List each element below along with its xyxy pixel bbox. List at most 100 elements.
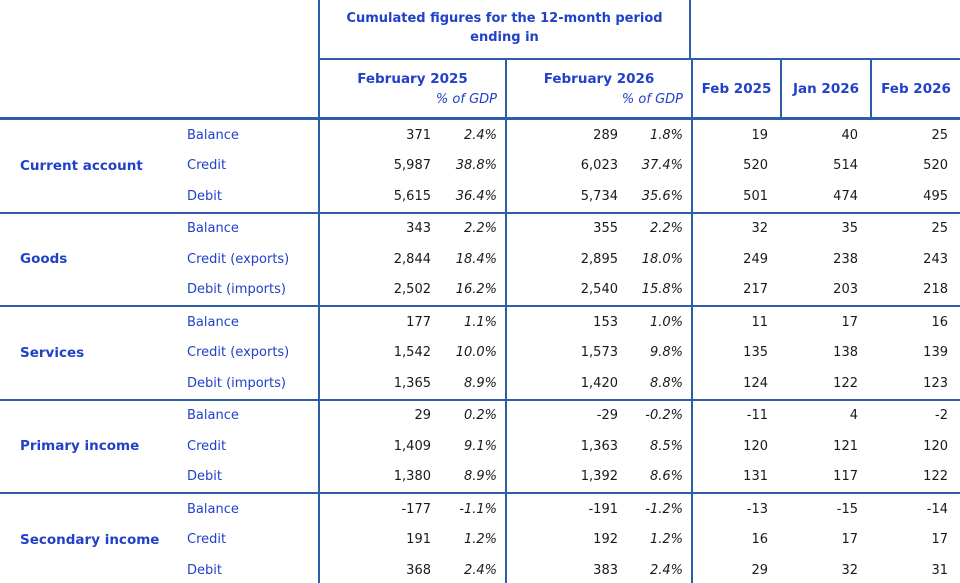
cum-feb2025-pct-gdp: 8.9%	[463, 469, 497, 485]
month-jan2026-value: 117	[833, 469, 858, 485]
month-jan2026-value: 122	[833, 375, 858, 391]
cumulated-figures-header: Cumulated figures for the 12-month perio…	[318, 0, 691, 60]
row-label: Credit (exports)	[187, 345, 290, 361]
group-label: Secondary income	[20, 531, 160, 548]
cum-feb2026-pct-gdp: 1.2%	[649, 532, 683, 548]
month-feb2025-value: 120	[691, 431, 780, 462]
group-label: Goods	[20, 251, 68, 268]
cum-feb2026-value: 2,895	[505, 244, 628, 275]
cum-feb2025-value: 343	[318, 213, 441, 244]
month-jan2026-value: 4	[849, 408, 858, 424]
month-feb2026-value: 16	[931, 314, 948, 330]
cum-feb2025-value: 2,844	[318, 244, 441, 275]
header-row-cumulated: Cumulated figures for the 12-month perio…	[0, 0, 960, 60]
group-current-account: Current account Balance 371 2.4% 289 1.8…	[0, 120, 960, 214]
header-spacer-left	[0, 0, 318, 60]
month-feb2025-value: -13	[691, 494, 780, 525]
cum-feb2025-value: -177	[318, 494, 441, 525]
month-feb2026-value: 218	[923, 282, 948, 298]
month-jan2026-value: 121	[833, 438, 858, 454]
month-jan2026-value: -15	[836, 501, 858, 517]
header-spacer-right	[691, 0, 960, 60]
cum-feb2026-pct-gdp: 35.6%	[641, 188, 683, 204]
month-jan2026-value: 474	[833, 188, 858, 204]
row-label: Balance	[187, 127, 239, 143]
month-feb2026-value: 520	[923, 158, 948, 174]
column-header-february-2025: February 2025 % of GDP	[318, 60, 505, 117]
cum-feb2026-value: 383	[505, 555, 628, 583]
cum-feb2026-value: 1,363	[505, 431, 628, 462]
cum-feb2026-value: 289	[505, 120, 628, 151]
column-header-jan-2026: Jan 2026	[780, 60, 870, 117]
cum-feb2026-pct-gdp: -1.2%	[645, 501, 683, 517]
row-label: Debit (imports)	[187, 282, 286, 298]
cum-feb2026-value: 1,573	[505, 337, 628, 368]
month-jan2026-value: 138	[833, 345, 858, 361]
group-services: Services Balance 177 1.1% 153 1.0% 11 17…	[0, 307, 960, 401]
cum-feb2026-pct-gdp: 9.8%	[649, 345, 683, 361]
cum-feb2025-value: 368	[318, 555, 441, 583]
month-jan2026-value: 35	[841, 221, 858, 237]
cum-feb2025-value: 2,502	[318, 274, 441, 305]
group-label: Services	[20, 344, 85, 361]
cum-feb2026-pct-gdp: 15.8%	[641, 282, 683, 298]
cum-feb2025-value: 1,542	[318, 337, 441, 368]
cum-feb2025-pct-gdp: 1.1%	[463, 314, 497, 330]
month-feb2026-value: 123	[923, 375, 948, 391]
month-feb2025-value: 16	[691, 524, 780, 555]
month-feb2026-value: -14	[926, 501, 948, 517]
month-jan2026-value: 17	[841, 532, 858, 548]
cum-feb2025-value: 177	[318, 307, 441, 338]
month-feb2026-value: 25	[931, 221, 948, 237]
row-label: Credit	[187, 158, 227, 174]
row-label: Debit	[187, 562, 222, 578]
cum-feb2025-pct-gdp: 38.8%	[455, 158, 497, 174]
column-header-february-2026: February 2026 % of GDP	[505, 60, 691, 117]
cum-feb2026-value: 1,420	[505, 368, 628, 399]
group-label: Current account	[20, 157, 143, 174]
row-label: Balance	[187, 408, 239, 424]
cum-feb2026-value: -191	[505, 494, 628, 525]
row-label: Balance	[187, 501, 239, 517]
group-secondary-income: Secondary income Balance -177 -1.1% -191…	[0, 494, 960, 583]
cum-feb2025-pct-gdp: 18.4%	[455, 251, 497, 267]
cum-feb2025-value: 191	[318, 524, 441, 555]
cum-feb2026-value: -29	[505, 400, 628, 431]
month-feb2026-value: 31	[931, 562, 948, 578]
month-feb2026-value: 25	[931, 127, 948, 143]
month-jan2026-value: 514	[833, 158, 858, 174]
cum-feb2025-pct-gdp: 36.4%	[455, 188, 497, 204]
cum-feb2026-pct-gdp: 1.8%	[649, 127, 683, 143]
cum-feb2025-pct-gdp: 10.0%	[455, 345, 497, 361]
cum-feb2025-pct-gdp: 8.9%	[463, 375, 497, 391]
column-header-feb-2025: Feb 2025	[691, 60, 780, 117]
cum-feb2025-value: 5,987	[318, 150, 441, 181]
month-feb2025-value: -11	[691, 400, 780, 431]
row-label: Credit	[187, 532, 227, 548]
cum-feb2025-pct-gdp: 2.4%	[463, 127, 497, 143]
pct-of-gdp-label: % of GDP	[621, 91, 683, 107]
row-label: Credit (exports)	[187, 251, 290, 267]
column-header-feb-2026: Feb 2026	[870, 60, 960, 117]
month-feb2025-value: 29	[691, 555, 780, 583]
cum-feb2025-pct-gdp: 0.2%	[463, 408, 497, 424]
row-label: Debit	[187, 469, 222, 485]
row-label: Credit	[187, 438, 227, 454]
cum-feb2026-pct-gdp: 37.4%	[641, 158, 683, 174]
group-goods: Goods Balance 343 2.2% 355 2.2% 32 35 25…	[0, 213, 960, 307]
group-primary-income: Primary income Balance 29 0.2% -29 -0.2%…	[0, 400, 960, 494]
cum-feb2025-value: 1,380	[318, 461, 441, 492]
cum-feb2026-pct-gdp: 2.4%	[649, 562, 683, 578]
header-spacer-labels	[0, 60, 318, 117]
month-jan2026-value: 17	[841, 314, 858, 330]
month-feb2025-value: 217	[691, 274, 780, 305]
row-label: Balance	[187, 221, 239, 237]
cum-feb2025-value: 371	[318, 120, 441, 151]
period-label: February 2025	[357, 70, 468, 87]
cum-feb2026-pct-gdp: 8.6%	[649, 469, 683, 485]
month-feb2025-value: 32	[691, 213, 780, 244]
row-label: Debit	[187, 188, 222, 204]
cum-feb2026-value: 6,023	[505, 150, 628, 181]
cum-feb2026-pct-gdp: 1.0%	[649, 314, 683, 330]
